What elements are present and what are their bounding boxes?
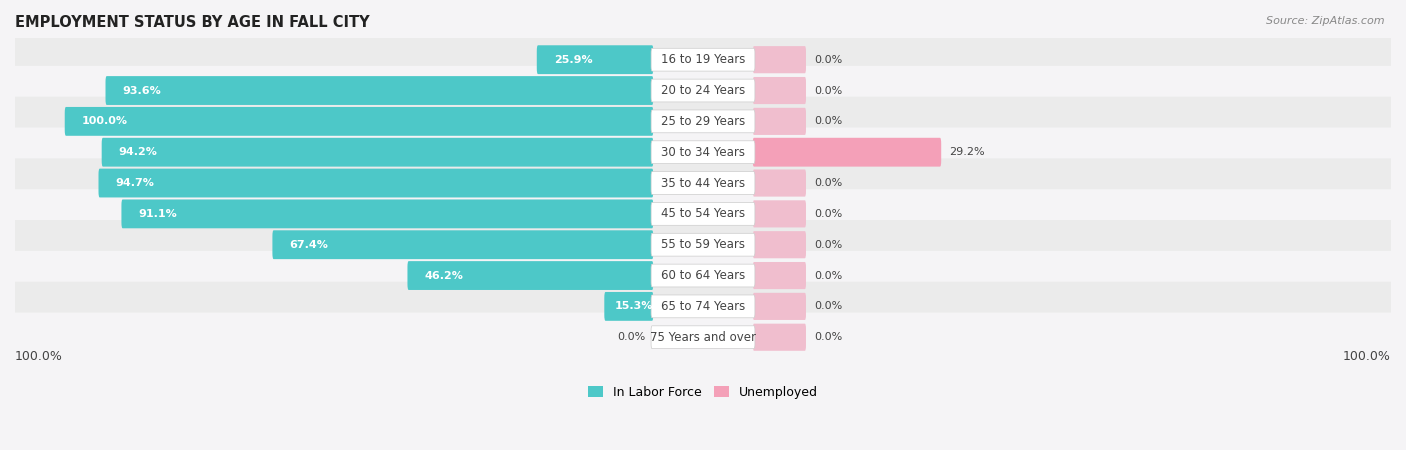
FancyBboxPatch shape [273, 230, 654, 259]
Text: 0.0%: 0.0% [814, 270, 842, 280]
Text: 46.2%: 46.2% [425, 270, 464, 280]
Text: 35 to 44 Years: 35 to 44 Years [661, 176, 745, 189]
Text: 20 to 24 Years: 20 to 24 Years [661, 84, 745, 97]
Text: 25.9%: 25.9% [554, 55, 592, 65]
Text: 93.6%: 93.6% [122, 86, 162, 95]
Text: 45 to 54 Years: 45 to 54 Years [661, 207, 745, 220]
FancyBboxPatch shape [651, 295, 755, 318]
Legend: In Labor Force, Unemployed: In Labor Force, Unemployed [583, 381, 823, 404]
Text: 67.4%: 67.4% [290, 240, 329, 250]
FancyBboxPatch shape [105, 76, 654, 105]
FancyBboxPatch shape [121, 199, 654, 228]
FancyBboxPatch shape [13, 158, 1393, 208]
FancyBboxPatch shape [13, 313, 1393, 362]
FancyBboxPatch shape [605, 292, 654, 321]
FancyBboxPatch shape [651, 233, 755, 256]
Text: 75 Years and over: 75 Years and over [650, 331, 756, 344]
FancyBboxPatch shape [13, 97, 1393, 146]
Text: 0.0%: 0.0% [814, 209, 842, 219]
Text: Source: ZipAtlas.com: Source: ZipAtlas.com [1267, 16, 1385, 26]
FancyBboxPatch shape [752, 170, 806, 197]
FancyBboxPatch shape [651, 171, 755, 194]
FancyBboxPatch shape [13, 35, 1393, 84]
Text: 60 to 64 Years: 60 to 64 Years [661, 269, 745, 282]
Text: 29.2%: 29.2% [949, 147, 986, 157]
FancyBboxPatch shape [13, 189, 1393, 239]
FancyBboxPatch shape [13, 251, 1393, 300]
Text: 100.0%: 100.0% [1343, 350, 1391, 363]
Text: 25 to 29 Years: 25 to 29 Years [661, 115, 745, 128]
FancyBboxPatch shape [651, 202, 755, 225]
Text: 94.7%: 94.7% [115, 178, 155, 188]
FancyBboxPatch shape [752, 77, 806, 104]
FancyBboxPatch shape [752, 262, 806, 289]
FancyBboxPatch shape [13, 220, 1393, 270]
Text: 0.0%: 0.0% [814, 240, 842, 250]
FancyBboxPatch shape [752, 293, 806, 320]
Text: 94.2%: 94.2% [120, 147, 157, 157]
FancyBboxPatch shape [13, 66, 1393, 115]
Text: 0.0%: 0.0% [617, 332, 645, 342]
Text: 0.0%: 0.0% [814, 55, 842, 65]
FancyBboxPatch shape [651, 110, 755, 133]
FancyBboxPatch shape [13, 282, 1393, 331]
FancyBboxPatch shape [537, 45, 654, 74]
Text: 55 to 59 Years: 55 to 59 Years [661, 238, 745, 251]
FancyBboxPatch shape [65, 107, 654, 136]
FancyBboxPatch shape [651, 48, 755, 71]
Text: EMPLOYMENT STATUS BY AGE IN FALL CITY: EMPLOYMENT STATUS BY AGE IN FALL CITY [15, 15, 370, 30]
Text: 0.0%: 0.0% [814, 86, 842, 95]
Text: 91.1%: 91.1% [139, 209, 177, 219]
FancyBboxPatch shape [651, 141, 755, 164]
FancyBboxPatch shape [98, 169, 654, 198]
Text: 15.3%: 15.3% [614, 302, 654, 311]
Text: 65 to 74 Years: 65 to 74 Years [661, 300, 745, 313]
Text: 100.0%: 100.0% [15, 350, 63, 363]
FancyBboxPatch shape [651, 79, 755, 102]
FancyBboxPatch shape [752, 324, 806, 351]
FancyBboxPatch shape [101, 138, 654, 166]
FancyBboxPatch shape [752, 46, 806, 73]
FancyBboxPatch shape [651, 264, 755, 287]
Text: 0.0%: 0.0% [814, 178, 842, 188]
Text: 0.0%: 0.0% [814, 332, 842, 342]
Text: 0.0%: 0.0% [814, 302, 842, 311]
FancyBboxPatch shape [752, 108, 806, 135]
FancyBboxPatch shape [752, 231, 806, 258]
FancyBboxPatch shape [752, 200, 806, 227]
Text: 30 to 34 Years: 30 to 34 Years [661, 146, 745, 159]
FancyBboxPatch shape [13, 127, 1393, 177]
FancyBboxPatch shape [752, 138, 941, 166]
Text: 100.0%: 100.0% [82, 117, 128, 126]
Text: 0.0%: 0.0% [814, 117, 842, 126]
FancyBboxPatch shape [408, 261, 654, 290]
Text: 16 to 19 Years: 16 to 19 Years [661, 53, 745, 66]
FancyBboxPatch shape [651, 326, 755, 349]
